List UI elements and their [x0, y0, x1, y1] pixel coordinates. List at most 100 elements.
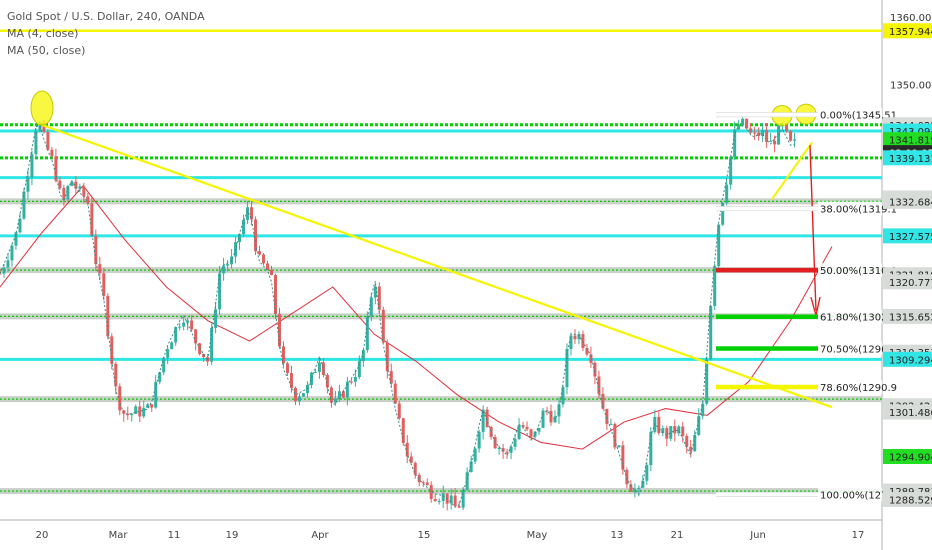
candle-body	[617, 445, 621, 448]
candle-body	[190, 320, 194, 330]
ma-50-line	[0, 184, 833, 450]
candle-body	[154, 381, 158, 408]
price-label: 1294.904	[889, 452, 932, 463]
candle-body	[281, 346, 285, 364]
candle-body	[18, 218, 22, 233]
candle-body	[417, 474, 421, 483]
candle-body	[685, 435, 689, 447]
candle-body	[341, 391, 345, 398]
candle-body	[82, 186, 86, 197]
candle-body	[477, 431, 481, 449]
price-label-bg	[883, 150, 932, 166]
candle-body	[274, 275, 278, 314]
fib-label-bg	[818, 263, 882, 278]
candle-body	[66, 185, 70, 200]
fib-label: 70.50%(1296.5	[820, 344, 897, 355]
fib-level: 78.60%(1290.9	[716, 379, 897, 394]
candle-body	[285, 363, 289, 374]
x-tick-label: 11	[168, 530, 181, 541]
candle-body	[365, 316, 369, 351]
legend-ma4[interactable]: MA (4, close)	[7, 27, 79, 40]
candle-body	[597, 376, 601, 394]
candle-body	[218, 273, 222, 310]
candle-body	[238, 234, 242, 243]
candle-body	[605, 408, 609, 425]
x-tick-label: Apr	[311, 530, 329, 541]
candle-body	[793, 139, 797, 141]
candle-body	[138, 406, 142, 417]
candle-body	[202, 353, 206, 358]
candle-body	[34, 131, 38, 155]
candle-body	[46, 132, 50, 150]
candle-body	[709, 306, 713, 360]
x-tick-label: 17	[852, 530, 865, 541]
price-label-bg	[883, 351, 932, 367]
candle-body	[317, 362, 321, 372]
candle-body	[469, 461, 473, 473]
plot-area	[0, 0, 882, 520]
candle-body	[78, 186, 82, 189]
candle-body	[22, 191, 26, 219]
legend-ma50[interactable]: MA (50, close)	[7, 44, 86, 57]
x-tick-label: 13	[611, 530, 624, 541]
candle-body	[537, 427, 541, 432]
candle-body	[114, 363, 118, 387]
candle-body	[461, 489, 465, 508]
candle-body	[162, 357, 166, 373]
candle-body	[222, 265, 226, 274]
price-label: 1332.684	[889, 197, 932, 208]
candle-body	[769, 140, 773, 142]
candle-body	[86, 196, 90, 204]
candle-body	[401, 418, 405, 443]
candle-body	[94, 235, 98, 265]
time-axis-panel	[0, 520, 882, 550]
candle-body	[54, 156, 58, 181]
price-label-bg	[883, 228, 932, 244]
candle-body	[10, 245, 14, 261]
price-label-bg	[883, 132, 932, 148]
candle-body	[102, 273, 106, 296]
candle-body	[377, 286, 381, 310]
candle-body	[313, 371, 317, 373]
candle-body	[745, 118, 749, 129]
candle-body	[737, 124, 741, 130]
candle-body	[585, 347, 589, 355]
candle-body	[485, 409, 489, 428]
candle-body	[565, 348, 569, 388]
candle-body	[673, 426, 677, 434]
candle-body	[569, 335, 573, 349]
candle-body	[681, 426, 685, 436]
fib-label-bg	[818, 309, 882, 324]
price-label-bg	[883, 274, 932, 290]
candle-body	[110, 336, 114, 364]
price-label-bg	[883, 23, 932, 39]
candle-body	[186, 320, 190, 323]
candle-body	[381, 309, 385, 343]
candle-body	[70, 181, 74, 186]
candle-body	[497, 448, 501, 450]
candle-body	[6, 260, 10, 268]
fib-level: 70.50%(1296.5	[716, 341, 897, 356]
price-label: 1320.777	[889, 278, 932, 289]
candle-body	[321, 362, 325, 375]
candle-body	[761, 130, 765, 137]
candle-body	[669, 426, 673, 439]
candle-body	[297, 396, 301, 402]
candle-body	[373, 286, 377, 298]
legend-symbol[interactable]: Gold Spot / U.S. Dollar, 240, OANDA	[7, 10, 205, 23]
y-tick-label: 1360.000	[890, 13, 932, 24]
candle-body	[665, 428, 669, 439]
candle-body	[242, 219, 246, 235]
candle-body	[134, 406, 138, 414]
fib-label: 0.00%(1345.51	[820, 111, 897, 122]
candle-body	[457, 506, 461, 508]
candle-body	[677, 426, 681, 434]
candle-body	[549, 410, 553, 423]
candle-body	[637, 487, 641, 490]
candle-body	[521, 425, 525, 428]
candle-body	[777, 125, 781, 145]
candle-body	[353, 377, 357, 382]
candle-body	[609, 423, 613, 425]
